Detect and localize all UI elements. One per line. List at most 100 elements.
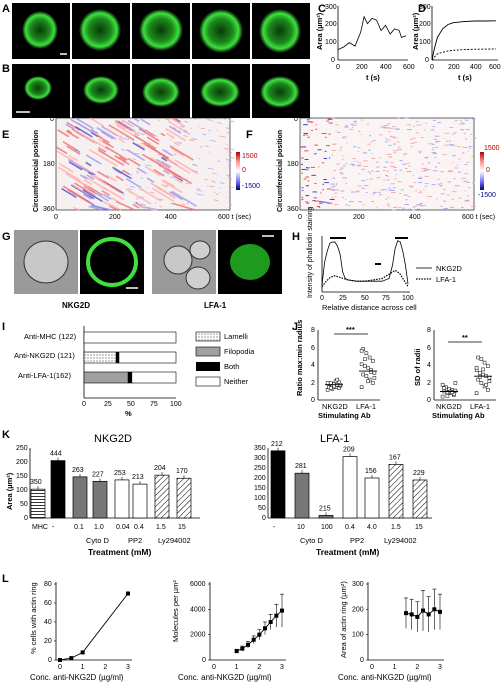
kl-ylabel: Area (µm²) — [5, 472, 14, 510]
kl-x-label-4: 0.04 — [116, 524, 130, 531]
h-legend-nkg2d: NKG2D — [436, 264, 462, 273]
l-xtick: 2 — [415, 664, 419, 671]
j-point — [440, 394, 445, 399]
e-streak — [138, 188, 144, 191]
e-streak — [136, 171, 140, 173]
e-streak — [120, 122, 136, 133]
e-streak — [204, 178, 208, 181]
e-streak — [74, 126, 93, 138]
e-streak — [207, 119, 212, 121]
d-xlabel: t (s) — [458, 73, 472, 82]
l2-xlabel: Conc. anti-NKG2D (µg/ml) — [178, 673, 272, 682]
e-streak — [66, 129, 72, 134]
panel-label-l: L — [2, 573, 9, 585]
panel-label-a: A — [2, 3, 10, 15]
e-streak — [219, 182, 225, 184]
e-streak — [59, 163, 74, 173]
e-ytick-2: 360 — [43, 206, 55, 213]
kr-bar-label-6: 229 — [413, 470, 425, 477]
e-streak — [132, 141, 146, 151]
e-streak — [66, 130, 80, 140]
jl-ytick-0: 0 — [311, 397, 315, 404]
l-point — [409, 612, 414, 617]
e-streak — [136, 198, 138, 201]
kr-ytick-1: 50 — [258, 505, 266, 512]
e-ylabel: Circumferencial position — [33, 130, 40, 212]
l-point — [432, 607, 437, 612]
panel-label-k: K — [2, 429, 10, 441]
e-streak — [158, 198, 164, 201]
f-ylabel: Circumferencial position — [277, 130, 284, 212]
kr-bar-6 — [412, 479, 428, 519]
e-xtick-0: 0 — [54, 214, 58, 221]
e-streak — [169, 154, 175, 157]
i-xtick-2: 50 — [127, 401, 135, 408]
e-ytick-1: 180 — [43, 161, 55, 168]
l3-ticks: 0 100 200 300 0 1 2 3 — [352, 581, 442, 671]
e-streak — [122, 169, 130, 175]
panel-label-d: D — [418, 3, 426, 15]
kl-bar-label-7: 170 — [176, 468, 188, 475]
i-xtick-3: 75 — [150, 401, 158, 408]
l1-line — [59, 593, 129, 661]
panel-f-kymograph: 1500 0 -1500 Circumferencial position 0 … — [277, 116, 500, 221]
e-streak — [149, 134, 156, 136]
e-streak — [125, 178, 142, 189]
e-streak — [85, 161, 92, 167]
e-streak — [128, 188, 133, 191]
e-streak — [183, 131, 188, 134]
l-xtick: 0 — [212, 664, 216, 671]
cell-b3 — [142, 77, 180, 107]
l-xtick: 2 — [257, 664, 261, 671]
e-streak — [148, 142, 151, 145]
e-streak — [227, 151, 233, 154]
l3-xlabel: Conc. anti-NKG2D (µg/ml) — [338, 673, 432, 682]
j-point — [372, 376, 377, 380]
kl-bar-0 — [30, 488, 46, 519]
f-cbar-bot: -1500 — [478, 192, 496, 199]
e-streak — [154, 201, 157, 204]
j-point — [363, 364, 367, 368]
panel-d-chart: Area (µm²) t (s) 0 100 200 300 0 200 400… — [411, 4, 501, 82]
f-colorbar — [480, 152, 484, 190]
c-xtick-3: 600 — [403, 64, 415, 71]
kl-x-label-6: 1.5 — [156, 524, 166, 531]
j-point — [332, 384, 336, 389]
kr-ytick-2: 100 — [254, 495, 266, 502]
l-ytick: 0 — [202, 657, 206, 664]
jr-ylabel: SD of radii — [413, 348, 422, 386]
e-streak — [166, 149, 168, 152]
c-ylabel: Area (µm²) — [315, 12, 324, 50]
e-streak — [162, 149, 173, 157]
e-streak — [219, 187, 222, 189]
e-streak — [166, 132, 175, 139]
e-streak — [165, 128, 186, 142]
h-legend-lfa1: LFA-1 — [436, 275, 456, 284]
j-point — [369, 370, 373, 374]
e-streak — [228, 156, 235, 159]
e-streak — [158, 119, 161, 122]
d-ylabel: Area (µm²) — [411, 12, 420, 50]
panel-l2: Molecules per µm² Conc. anti-NKG2D (µg/m… — [171, 580, 286, 682]
panel-h-chart: Intensity of phalloidin staining 0 25 50… — [307, 206, 462, 312]
e-streak — [165, 129, 168, 131]
kl-bar-4 — [114, 479, 130, 519]
e-streak — [134, 134, 140, 137]
l1-ticks: 0 20 40 60 80 0 1 2 3 — [44, 581, 130, 671]
e-streak — [101, 190, 111, 197]
i-xtick-4: 100 — [170, 401, 182, 408]
jr-cat-0: NKG2D — [436, 402, 462, 411]
e-streak — [110, 196, 119, 203]
j-point — [329, 381, 333, 385]
kr-bar-1 — [294, 472, 310, 519]
kr-x-label-1: 10 — [297, 524, 305, 531]
i-legend-lamelli: Lamelli — [224, 332, 248, 341]
e-streak — [96, 170, 110, 179]
e-streak — [108, 205, 118, 211]
e-streak — [103, 193, 112, 200]
l-point — [421, 608, 425, 613]
kr-bars: 212 281 215 209 156 167 229 — [270, 441, 428, 519]
c-area-line — [337, 15, 407, 50]
g-cell-bf-lfa1-b — [189, 240, 211, 260]
